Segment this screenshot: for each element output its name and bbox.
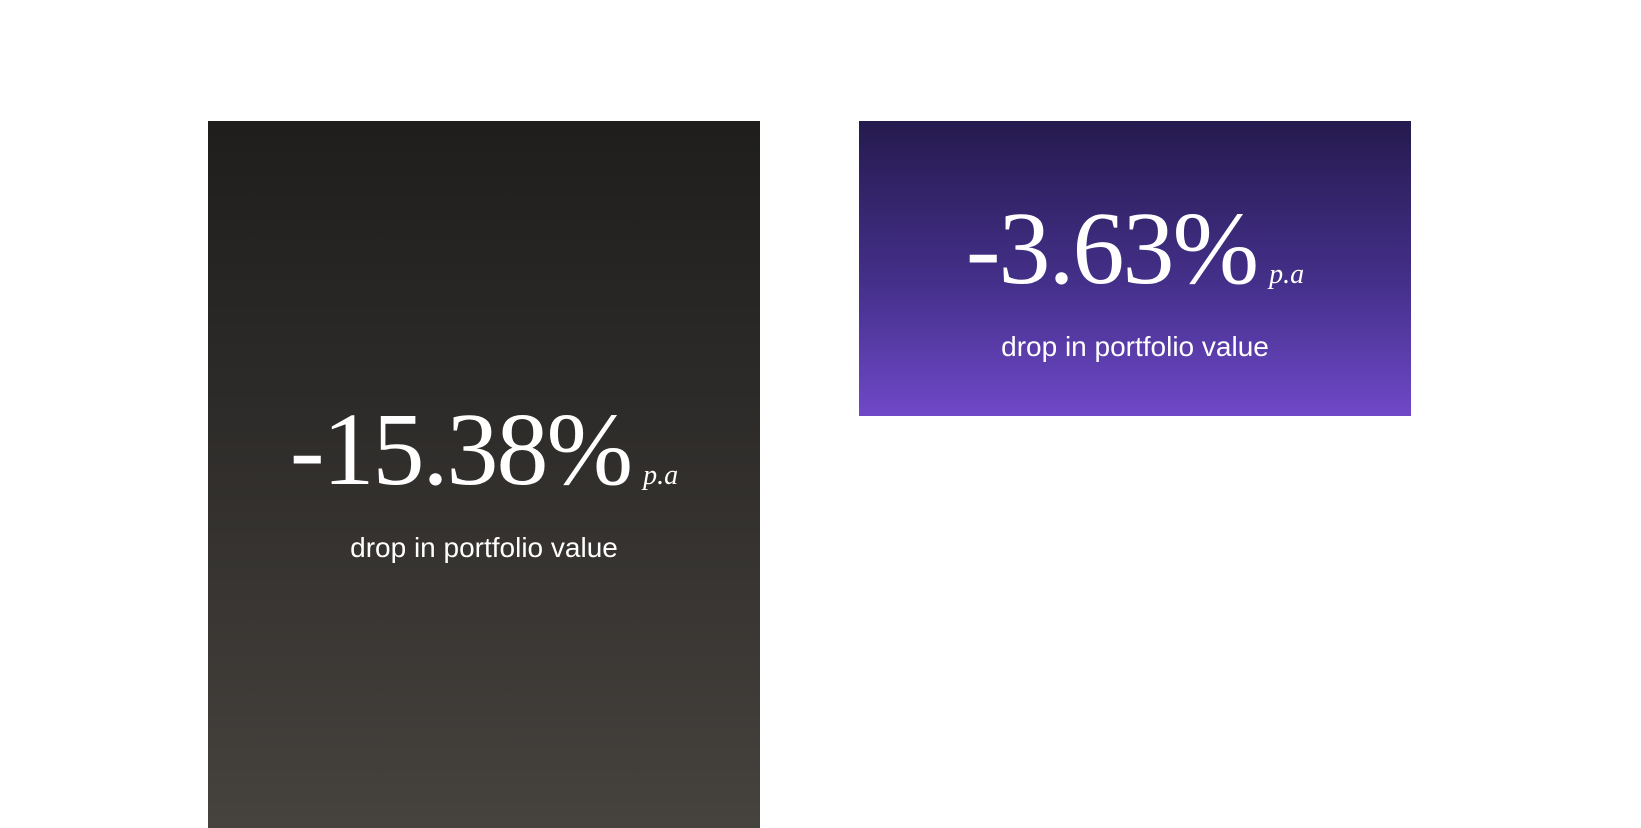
- stat-unit: p.a: [643, 460, 679, 491]
- stat-card: -15.38% p.a drop in portfolio value: [208, 121, 760, 828]
- stat-caption: drop in portfolio value: [1001, 331, 1269, 362]
- stat-line: -3.63% p.a: [859, 197, 1411, 301]
- stat-content: -15.38% p.a drop in portfolio value: [208, 398, 760, 564]
- stat-value: -3.63%: [965, 191, 1259, 306]
- stat-line: -15.38% p.a: [208, 398, 760, 502]
- stat-content: -3.63% p.a drop in portfolio value: [859, 197, 1411, 363]
- stat-unit: p.a: [1269, 259, 1305, 290]
- stat-card: -3.63% p.a drop in portfolio value: [859, 121, 1411, 416]
- stat-caption: drop in portfolio value: [350, 532, 618, 563]
- stat-value: -15.38%: [289, 392, 633, 507]
